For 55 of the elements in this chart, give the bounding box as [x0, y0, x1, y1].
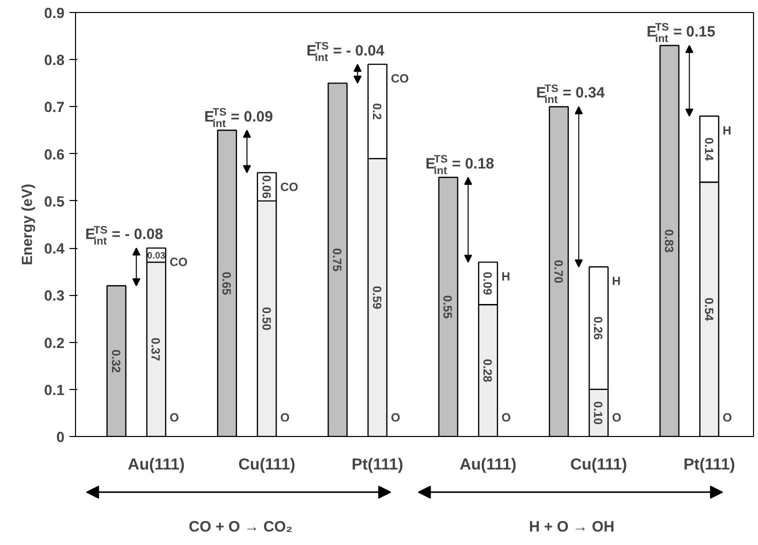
text: H	[722, 123, 732, 138]
data-label: 0.55	[440, 295, 455, 319]
y-tick-label: 0	[56, 430, 65, 446]
data-label: 0.59	[370, 286, 384, 310]
text: CO	[280, 180, 298, 194]
data-label: 0.09	[480, 272, 495, 296]
bar	[548, 106, 569, 436]
data-label: 0.75	[330, 248, 344, 272]
text: H	[612, 274, 621, 288]
bar	[328, 82, 348, 436]
y-tick-label: 0.6	[44, 147, 64, 164]
text: O	[280, 410, 290, 425]
y-axis-title: Energy (eV)	[20, 184, 36, 266]
data-label: 0.14	[702, 137, 716, 162]
data-label: 0.28	[480, 358, 495, 383]
x-tick-label: Cu(111)	[238, 456, 296, 474]
bar	[438, 176, 458, 436]
y-tick-label: 0.5	[44, 194, 64, 210]
text: O	[722, 410, 732, 425]
y-tick-label: 0.4	[44, 242, 66, 258]
text: H + O → OH	[529, 518, 614, 536]
y-tick-label: 0.2	[44, 336, 64, 352]
data-label: 0.2	[370, 103, 384, 120]
data-label: 0.83	[662, 229, 676, 253]
x-tick-label: Pt(111)	[352, 456, 404, 474]
data-label: 0.37	[148, 338, 163, 362]
data-label: 0.10	[591, 401, 606, 425]
bar	[217, 130, 238, 436]
data-label: 0.06	[259, 175, 274, 199]
data-label: 0.70	[551, 260, 566, 284]
data-label: 0.32	[108, 349, 123, 374]
x-tick-label: Pt(111)	[683, 456, 736, 474]
data-label: 0.54	[702, 298, 716, 322]
y-tick-label: 0.3	[44, 288, 64, 305]
text: O	[612, 410, 622, 425]
text: CO	[390, 71, 409, 86]
data-label: 0.50	[259, 307, 274, 331]
y-tick-label: 0.7	[44, 100, 64, 116]
text: O	[501, 410, 511, 425]
data-label: 0.26	[591, 316, 606, 340]
y-tick-label: 0.9	[44, 6, 64, 22]
series-label: CO	[170, 255, 188, 270]
x-tick-label: Au(111)	[128, 456, 185, 474]
text: O	[390, 410, 400, 425]
y-tick-label: 0.8	[44, 53, 64, 70]
data-label: 0.65	[220, 272, 234, 296]
bar	[659, 44, 680, 436]
x-tick-label: Cu(111)	[570, 456, 628, 474]
bar	[106, 285, 126, 436]
data-label: 0.03	[147, 250, 166, 261]
series-label: O	[170, 410, 179, 425]
y-tick-label: 0.1	[44, 382, 64, 399]
text: CO + O → CO₂	[188, 518, 293, 536]
series-label: H	[501, 269, 510, 284]
x-tick-label: Au(111)	[460, 456, 517, 474]
